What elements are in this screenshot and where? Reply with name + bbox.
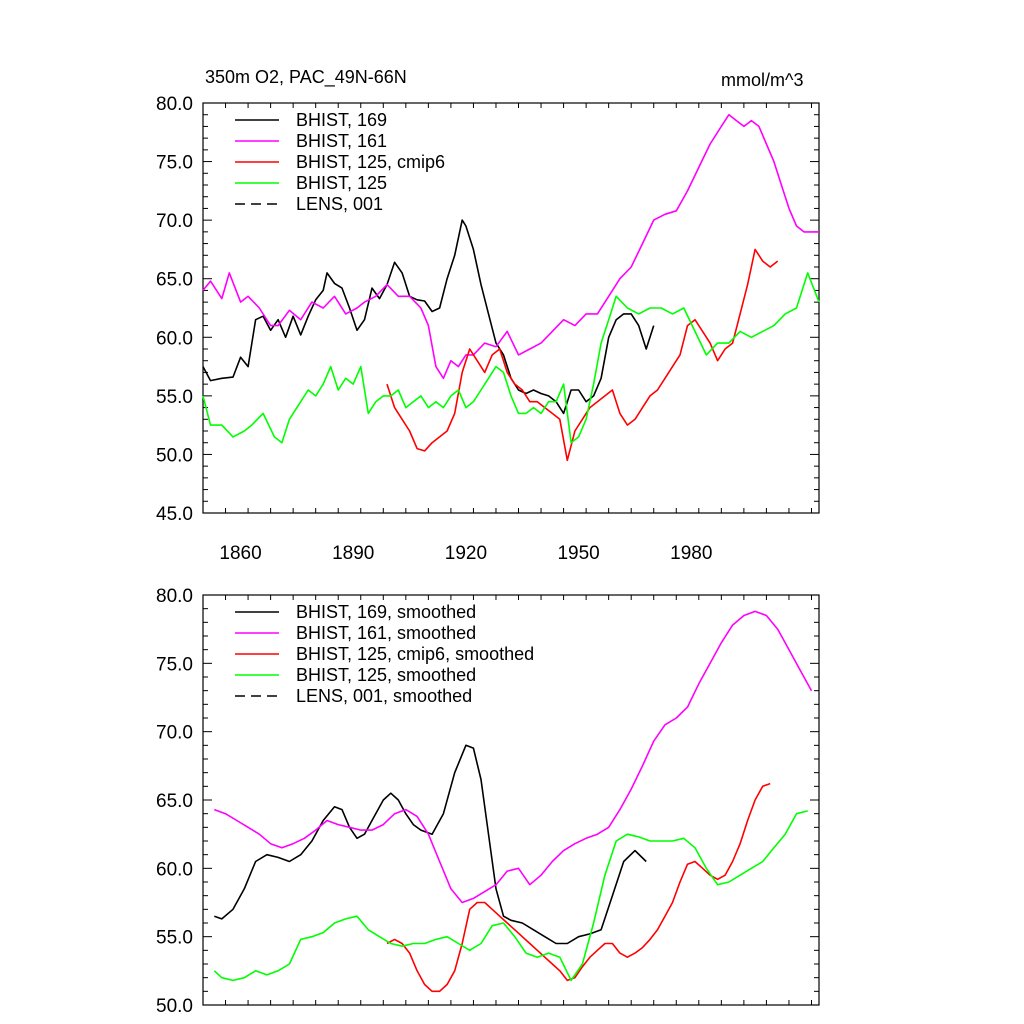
y-tick-label: 50.0 <box>156 996 193 1017</box>
series-line-2 <box>214 610 813 904</box>
x-tick-label: 1890 <box>332 543 374 564</box>
y-tick-label: 70.0 <box>156 723 193 744</box>
y-tick-label: 60.0 <box>156 328 193 349</box>
x-tick-label: 1920 <box>445 543 487 564</box>
legend-label: LENS, 001, smoothed <box>296 686 472 706</box>
legend-label: BHIST, 161 <box>296 131 387 151</box>
chart-title: 350m O2, PAC_49N-66N <box>205 67 407 87</box>
plot-frame <box>202 102 820 514</box>
series-line-3 <box>386 782 771 993</box>
x-tick-label: 1980 <box>670 543 712 564</box>
y-tick-label: 65.0 <box>156 791 193 812</box>
y-tick-label: 70.0 <box>156 211 193 232</box>
legend-label: BHIST, 169, smoothed <box>296 602 476 622</box>
panel-1: 45.0 50.0 55.0 60.0 65.0 70.0 75.0 80.0 1860 1890… <box>156 94 820 564</box>
panel-2: 50.0 55.0 60.0 65.0 70.0 75.0 80.0 BHIST, 169, … <box>156 586 820 1017</box>
legend-label: LENS, 001 <box>296 194 383 214</box>
y-tick-label: 50.0 <box>156 445 193 466</box>
x-tick-label: 1950 <box>557 543 599 564</box>
units-label: mmol/m^3 <box>721 70 804 90</box>
y-tick-label: 45.0 <box>156 504 193 525</box>
y-tick-label: 75.0 <box>156 153 193 174</box>
y-tick-label: 55.0 <box>156 928 193 949</box>
legend-label: BHIST, 161, smoothed <box>296 623 476 643</box>
y-tick-label: 80.0 <box>156 586 193 607</box>
y-tick-label: 55.0 <box>156 387 193 408</box>
legend-label: BHIST, 125, cmip6, smoothed <box>296 644 534 664</box>
series-line-1 <box>214 744 647 945</box>
series-line-1 <box>202 219 655 415</box>
series-line-2 <box>202 113 819 380</box>
y-tick-label: 65.0 <box>156 270 193 291</box>
y-tick-label: 60.0 <box>156 859 193 880</box>
legend-label: BHIST, 125, smoothed <box>296 665 476 685</box>
y-tick-label: 75.0 <box>156 654 193 675</box>
y-tick-label: 80.0 <box>156 94 193 115</box>
series-line-4 <box>213 810 808 982</box>
legend-label: BHIST, 125 <box>296 173 387 193</box>
legend-label: BHIST, 169 <box>296 110 387 130</box>
series-line-4 <box>202 272 820 444</box>
x-tick-label: 1860 <box>219 543 261 564</box>
legend-label: BHIST, 125, cmip6 <box>296 152 445 172</box>
